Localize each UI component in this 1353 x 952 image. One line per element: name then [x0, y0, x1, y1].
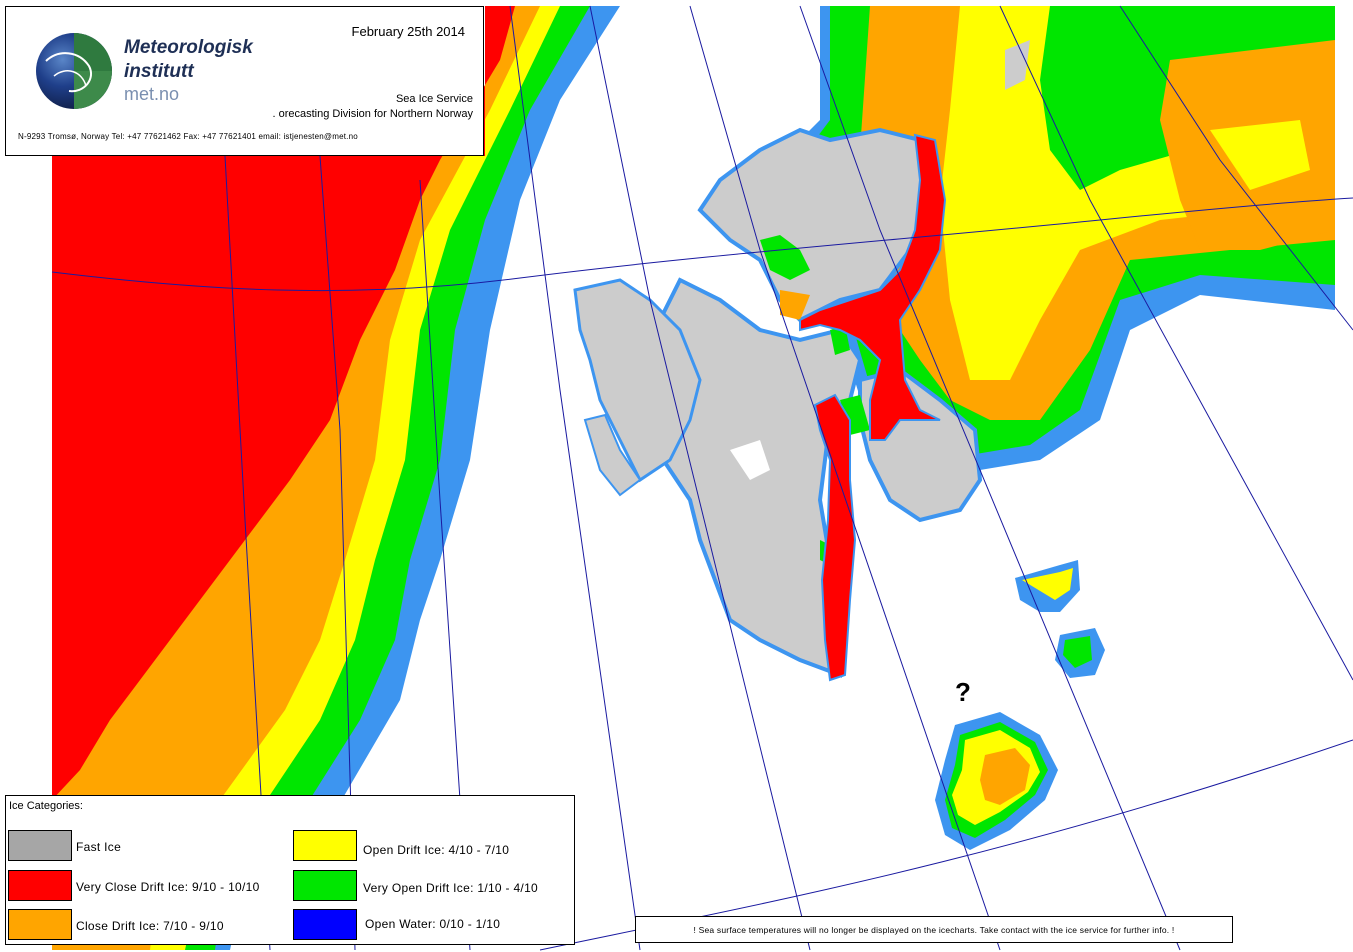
- southeast-islands: [1015, 560, 1105, 678]
- bear-island-ice: [935, 712, 1058, 850]
- svalbard-islands: [573, 127, 983, 678]
- header-box: February 25th 2014 Meteorologisk institu…: [5, 6, 484, 156]
- chart-date: February 25th 2014: [351, 24, 465, 39]
- legend-label-open-water: Open Water: 0/10 - 1/10: [365, 917, 501, 931]
- contact-info: N-9293 Tromsø, Norway Tel: +47 77621462 …: [18, 132, 358, 141]
- legend-swatch-fast-ice: [8, 830, 72, 861]
- globe-logo-icon: [36, 33, 112, 109]
- legend-label-close-drift-ice: Close Drift Ice: 7/10 - 9/10: [76, 919, 224, 933]
- legend-title: Ice Categories:: [9, 800, 83, 812]
- org-domain: met.no: [124, 84, 180, 104]
- legend-swatch-open-drift-ice: [293, 830, 357, 861]
- legend-box: Ice Categories: Fast Ice Very Close Drif…: [5, 795, 575, 945]
- legend-swatch-very-close-drift-ice: [8, 870, 72, 901]
- legend-label-very-open-drift-ice: Very Open Drift Ice: 1/10 - 4/10: [363, 881, 539, 895]
- northeast-ice-field: [760, 6, 1335, 480]
- service-division: . orecasting Division for Northern Norwa…: [272, 108, 473, 120]
- sst-notice: ! Sea surface temperatures will no longe…: [635, 916, 1233, 943]
- service-name: Sea Ice Service: [395, 93, 473, 105]
- legend-label-fast-ice: Fast Ice: [76, 840, 122, 854]
- legend-label-very-close-drift-ice: Very Close Drift Ice: 9/10 - 10/10: [76, 880, 260, 894]
- unknown-area-marker: ?: [955, 677, 971, 707]
- graticule: [51, 5, 1353, 951]
- org-name-line1: Meteorologisk: [124, 37, 253, 58]
- west-ice-field: [52, 6, 620, 950]
- strait-red-ice: [799, 133, 947, 682]
- legend-swatch-very-open-drift-ice: [293, 870, 357, 901]
- legend-swatch-open-water: [293, 909, 357, 940]
- legend-label-open-drift-ice: Open Drift Ice: 4/10 - 7/10: [363, 843, 510, 857]
- legend-swatch-close-drift-ice: [8, 909, 72, 940]
- org-name-line2: institutt: [124, 61, 194, 82]
